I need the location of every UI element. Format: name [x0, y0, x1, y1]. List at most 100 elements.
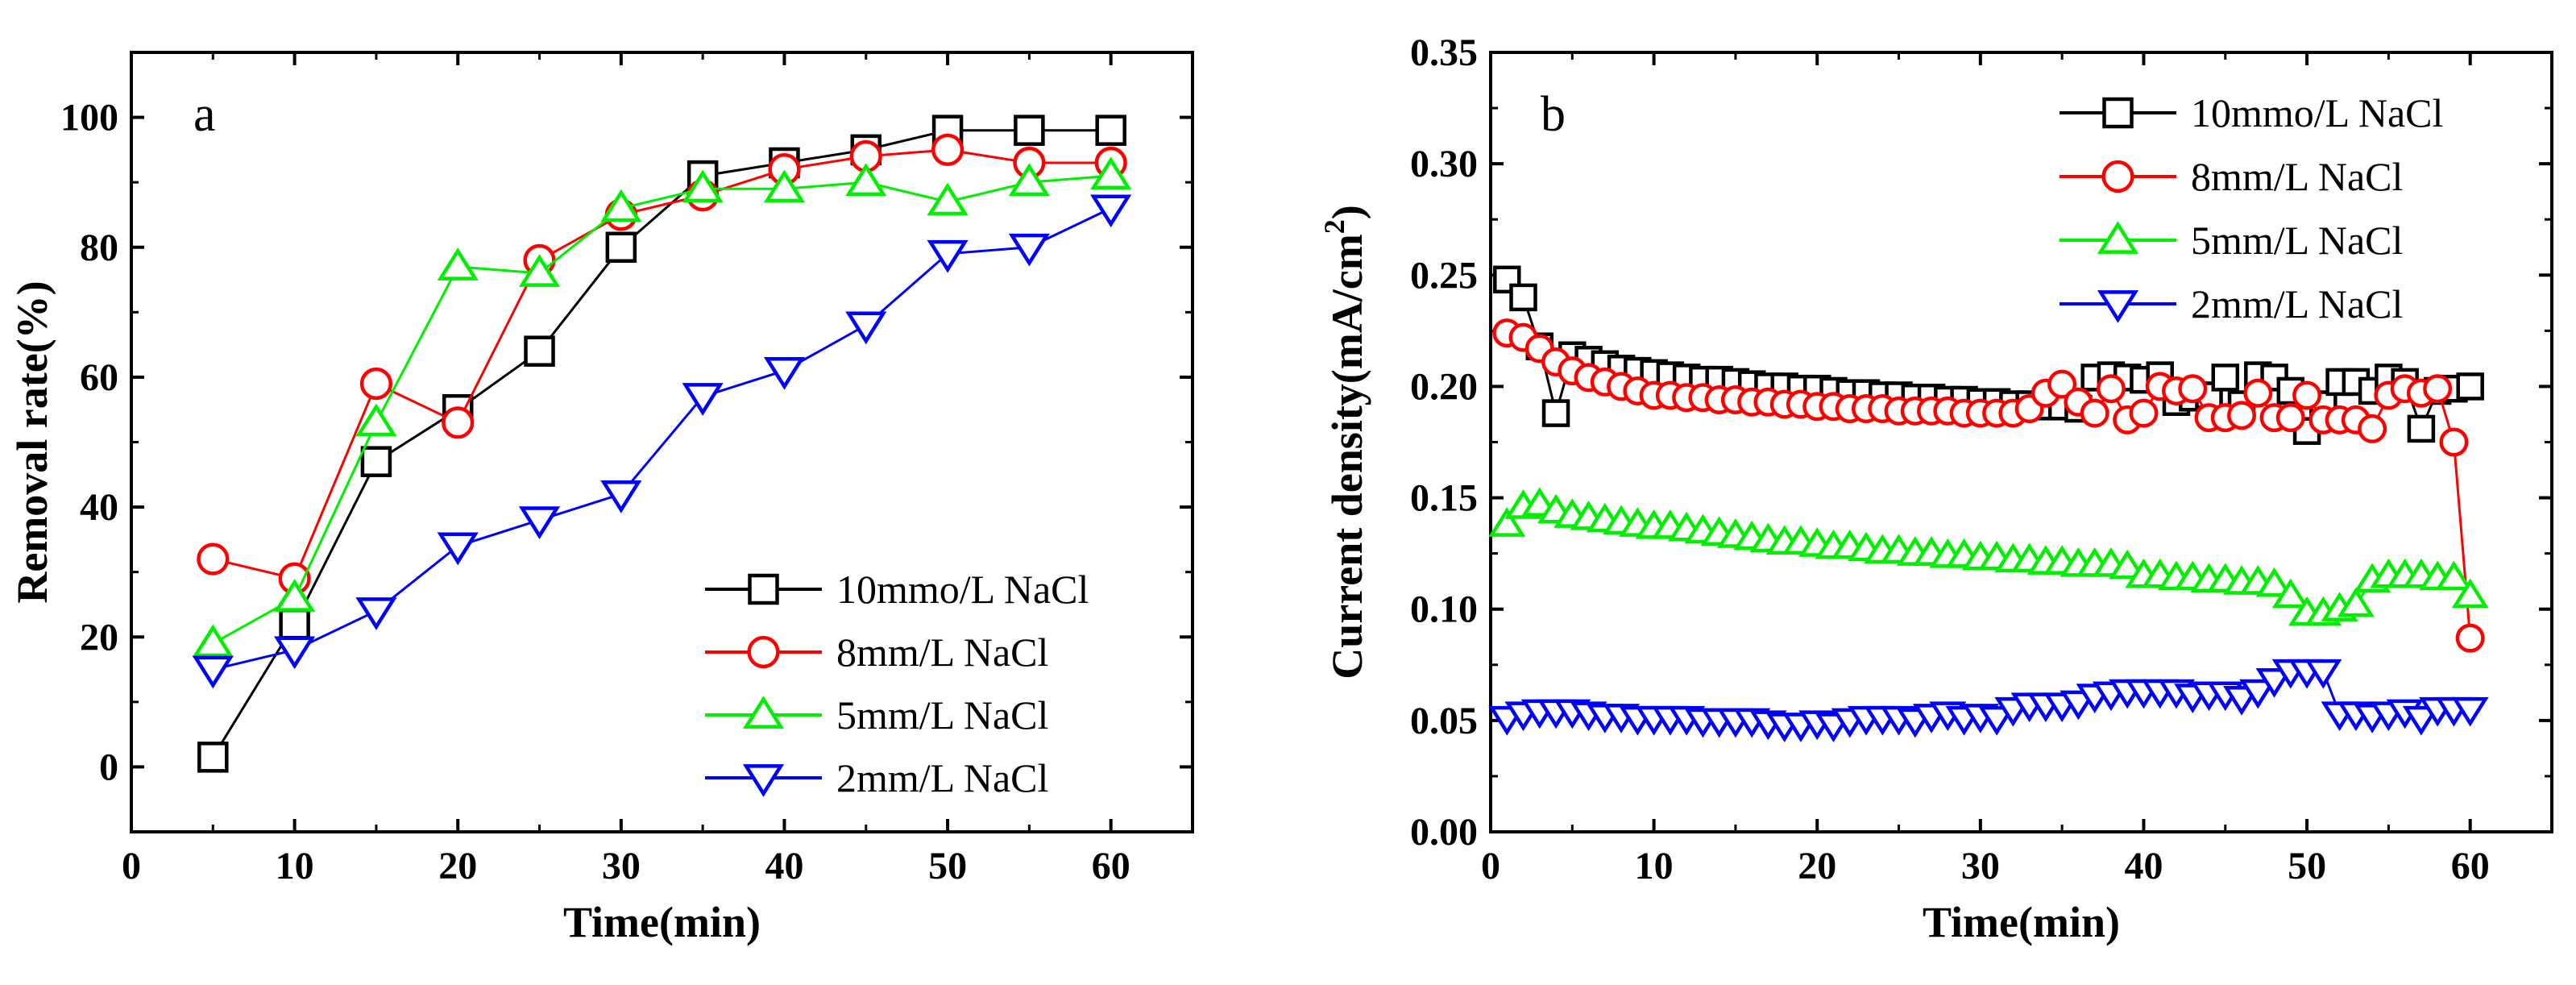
data-point — [682, 169, 724, 203]
data-point — [2337, 587, 2375, 617]
y-tick-label: 80 — [80, 227, 118, 269]
data-point — [845, 311, 887, 345]
data-point — [600, 480, 642, 513]
y-tick-label: 40 — [80, 486, 118, 529]
data-point — [518, 254, 561, 287]
y-axis-title-main: Removal rate(%) — [8, 281, 56, 603]
data-point — [2358, 414, 2387, 443]
y-tick-label: 100 — [60, 97, 118, 139]
data-point — [274, 579, 316, 612]
legend-item: 2mm/L NaCl — [705, 755, 1048, 800]
data-point — [1509, 283, 1537, 312]
data-point — [2096, 374, 2126, 404]
legend-marker — [2097, 221, 2139, 254]
y-axis-title-main: Current density(mA/cm — [1323, 234, 1371, 679]
legend-item: 8mm/L NaCl — [705, 630, 1048, 675]
series-1 — [197, 133, 1127, 595]
y-axis-title-end: ) — [1323, 205, 1371, 219]
x-tick-label: 50 — [928, 845, 967, 887]
legend-marker — [742, 764, 785, 797]
x-axis-title: Time(min) — [563, 898, 761, 946]
legend-item: 5mm/L NaCl — [705, 692, 1048, 738]
data-point — [2402, 705, 2440, 736]
data-point — [2178, 374, 2208, 404]
data-point — [1014, 114, 1045, 146]
data-point — [2227, 401, 2257, 430]
y-axis-title: Current density(mA/cm2) — [1318, 205, 1371, 679]
series-2 — [192, 156, 1132, 658]
data-point — [1008, 163, 1050, 197]
data-point — [2047, 369, 2077, 399]
data-point — [931, 133, 964, 166]
y-tick-label: 0.20 — [1410, 365, 1478, 408]
data-point — [2255, 667, 2293, 698]
data-point — [927, 182, 969, 216]
data-point — [1978, 705, 2016, 736]
x-tick-label: 0 — [122, 845, 141, 887]
legend-item: 10mmo/L NaCl — [705, 567, 1089, 612]
data-point — [2304, 659, 2342, 689]
data-point — [2129, 398, 2159, 428]
x-tick-label: 20 — [438, 845, 477, 887]
data-point — [2451, 696, 2489, 727]
x-tick-label: 10 — [276, 845, 314, 887]
legend-label: 8mm/L NaCl — [836, 630, 1048, 675]
x-axis-title: Time(min) — [1923, 898, 2120, 946]
x-tick-label: 20 — [1798, 845, 1836, 887]
x-tick-label: 50 — [2288, 845, 2326, 887]
data-point — [2456, 372, 2484, 401]
y-tick-label: 0 — [99, 746, 118, 788]
data-point — [2423, 374, 2453, 404]
x-tick-label: 0 — [1481, 845, 1500, 887]
x-tick-label: 60 — [2451, 845, 2490, 887]
x-tick-label: 30 — [602, 845, 641, 887]
data-point — [192, 624, 234, 658]
series-3 — [1488, 659, 2489, 742]
data-point — [1008, 233, 1050, 267]
data-point — [2080, 398, 2109, 428]
x-tick-label: 60 — [1092, 845, 1130, 887]
data-point — [2109, 549, 2147, 580]
data-point — [2439, 427, 2469, 457]
data-point — [1090, 194, 1132, 228]
data-point — [2451, 578, 2489, 609]
data-point — [682, 383, 724, 416]
data-point — [2292, 380, 2322, 410]
data-point — [2275, 403, 2305, 433]
legend-label: 8mm/L NaCl — [2191, 154, 2403, 199]
legend-marker — [742, 696, 785, 729]
chart-panel-b: 0 10 20 30 40 50 60 0.00 0.05 0.10 0.15 0.20 0.25 0.3… — [1318, 31, 2553, 946]
legend-label: 5mm/L NaCl — [836, 692, 1048, 738]
data-point — [600, 189, 642, 222]
legend-marker — [747, 635, 780, 669]
y-tick-label: 0.15 — [1410, 477, 1478, 520]
legend-item: 8mm/L NaCl — [2060, 154, 2403, 199]
data-point — [2455, 623, 2485, 653]
y-tick-label: 0.30 — [1410, 143, 1478, 185]
data-point — [2239, 679, 2277, 709]
data-point — [2407, 414, 2436, 443]
series-2 — [1488, 487, 2489, 626]
x-tick-label: 10 — [1635, 845, 1674, 887]
y-axis-title-sup: 2 — [1318, 219, 1350, 234]
series-0 — [197, 114, 1126, 773]
data-point — [2243, 378, 2273, 408]
series-3 — [192, 194, 1132, 689]
chart-panel-a: 0 10 20 30 40 50 60 0 20 40 60 80 100 Time(min) Remova… — [8, 51, 1194, 946]
y-axis-title: Removal rate(%) — [8, 281, 56, 603]
x-tick-label: 40 — [765, 845, 803, 887]
data-point — [437, 247, 479, 281]
legend-marker — [2101, 160, 2134, 193]
legend-label: 5mm/L NaCl — [2191, 218, 2403, 263]
data-point — [355, 403, 397, 437]
legend-marker — [2102, 97, 2134, 129]
y-tick-label: 20 — [80, 616, 118, 659]
data-point — [518, 506, 561, 539]
x-tick-label: 30 — [1961, 845, 2000, 887]
data-point — [197, 742, 229, 773]
series-1 — [1492, 318, 2485, 653]
data-point — [845, 163, 887, 197]
data-point — [437, 532, 479, 566]
data-point — [197, 542, 230, 576]
